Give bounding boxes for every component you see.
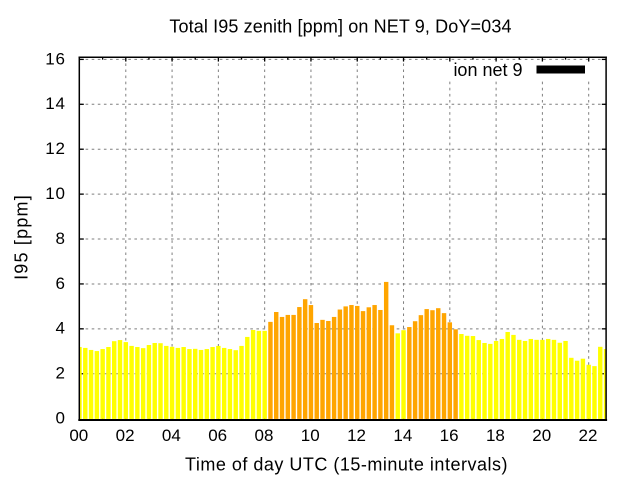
svg-text:10: 10 [301, 426, 320, 445]
svg-text:20: 20 [532, 426, 551, 445]
svg-text:14: 14 [45, 94, 66, 113]
svg-text:12: 12 [347, 426, 366, 445]
svg-text:06: 06 [208, 426, 227, 445]
svg-text:16: 16 [440, 426, 459, 445]
svg-text:22: 22 [579, 426, 598, 445]
svg-text:16: 16 [45, 49, 66, 68]
svg-text:2: 2 [56, 364, 66, 383]
svg-text:Total I95 zenith [ppm] on NET: Total I95 zenith [ppm] on NET 9, DoY=034 [169, 17, 511, 37]
svg-text:8: 8 [56, 229, 66, 248]
svg-text:4: 4 [56, 319, 66, 338]
svg-text:00: 00 [69, 426, 88, 445]
svg-text:12: 12 [45, 139, 66, 158]
svg-text:18: 18 [486, 426, 505, 445]
svg-text:6: 6 [56, 274, 66, 293]
svg-text:Time of day UTC (15-minute int: Time of day UTC (15-minute intervals) [185, 454, 508, 474]
svg-text:04: 04 [162, 426, 181, 445]
svg-text:I95 [ppm]: I95 [ppm] [11, 194, 31, 280]
svg-text:08: 08 [254, 426, 273, 445]
svg-text:ion net 9: ion net 9 [453, 60, 522, 80]
svg-text:10: 10 [45, 184, 66, 203]
svg-text:0: 0 [56, 409, 66, 428]
svg-text:02: 02 [116, 426, 135, 445]
svg-text:14: 14 [393, 426, 412, 445]
